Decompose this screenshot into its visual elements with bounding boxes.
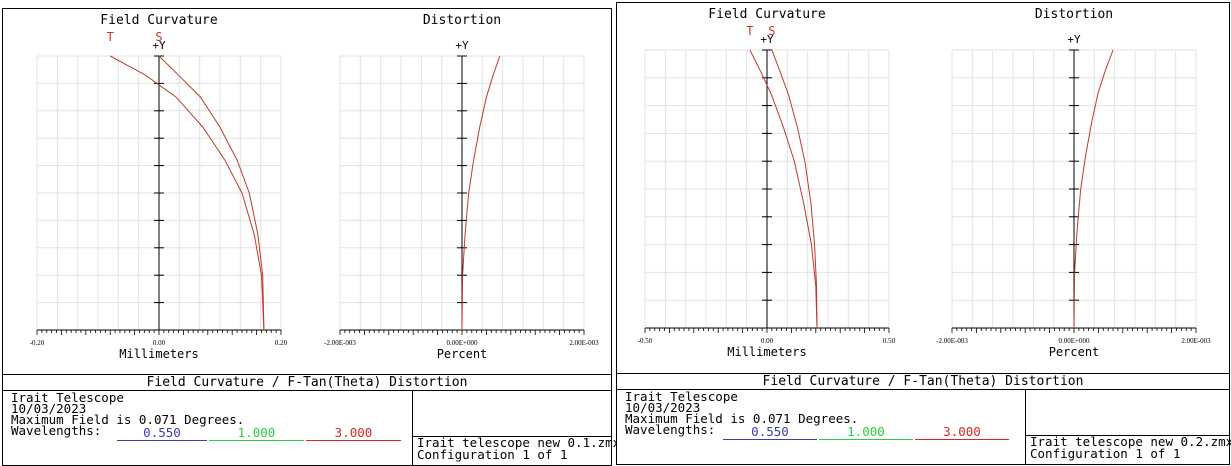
wavelength-2: 1.000 [237, 425, 276, 440]
curve-label-S: S [768, 24, 775, 38]
curve-label-T: T [107, 30, 114, 44]
x-axis-label: Millimeters [727, 345, 806, 359]
wavelength-1: 0.550 [143, 425, 181, 440]
y-axis-label: +Y [455, 39, 469, 52]
plots-right: -0.50 0.00 0.50 Millimeters Field Curvature +… [638, 7, 1211, 359]
plot-title: Field Curvature [100, 13, 218, 28]
info-line-field: Maximum Field is 0.071 Degrees. [11, 412, 245, 427]
info-line-name: Irait Telescope [625, 389, 738, 404]
x-tick-label: -0.20 [30, 339, 45, 347]
x-tick-label: 2.00E-003 [1181, 337, 1211, 345]
wavelength-2-line [819, 439, 913, 440]
report-panel-left: -0.20 0.00 0.20 Millimeters Field Curvature +… [2, 8, 620, 466]
config-text: Configuration 1 of 1 [1030, 446, 1181, 461]
file-box: Irait telescope new 0.2.zmx Configuratio… [1026, 434, 1231, 464]
info-line-field: Maximum Field is 0.071 Degrees. [625, 411, 859, 426]
x-tick-label: 0.00E+000 [1059, 337, 1090, 345]
wavelength-1-line [723, 439, 817, 440]
x-axis-label: Percent [437, 347, 488, 361]
curve-label-T: T [746, 24, 753, 38]
wavelength-3: 3.000 [334, 425, 373, 440]
x-tick-label: -2.00E-003 [936, 337, 968, 345]
wavelength-2-line [209, 440, 304, 441]
file-name: Irait telescope new 0.1.zmx [417, 435, 621, 450]
chart-right-field-curvature: -0.50 0.00 0.50 Millimeters Field Curvature +… [638, 7, 896, 359]
series-line-0 [461, 55, 501, 331]
info-line-name: Irait Telescope [11, 390, 124, 405]
series-line-S [771, 49, 818, 329]
info-text: Irait Telescope 10/03/2023 Maximum Field… [625, 389, 859, 437]
y-axis-label: +Y [152, 39, 166, 52]
info-title: Field Curvature / F-Tan(Theta) Distortio… [617, 374, 1229, 390]
y-axis-label: +Y [760, 33, 774, 46]
x-tick-label: 0.20 [275, 339, 288, 347]
report-panel-right: -0.50 0.00 0.50 Millimeters Field Curvature +… [616, 2, 1231, 465]
series-line-0 [1073, 49, 1114, 329]
wavelength-3-line [915, 439, 1009, 440]
info-file-block: Irait telescope new 0.2.zmx Configuratio… [1025, 390, 1231, 464]
x-tick-label: 0.00 [153, 339, 166, 347]
x-tick-label: 2.00E-003 [569, 339, 599, 347]
chart-left-distortion: -2.00E-003 0.00E+000 2.00E-003 Percent Disto… [324, 13, 599, 361]
x-tick-label: -2.00E-003 [324, 339, 356, 347]
x-tick-label: -0.50 [638, 337, 653, 345]
x-axis-label: Millimeters [119, 347, 198, 361]
series-line-T [109, 55, 265, 331]
wavelength-3: 3.000 [943, 424, 981, 439]
plot-title: Distortion [1035, 7, 1113, 22]
file-name: Irait telescope new 0.2.zmx [1030, 434, 1231, 449]
wavelength-1-line [117, 440, 207, 441]
wavelength-3-line [306, 440, 401, 441]
x-tick-label: 0.00 [761, 337, 774, 345]
plot-title: Distortion [423, 13, 501, 28]
info-block-right: Field Curvature / F-Tan(Theta) Distortio… [617, 373, 1231, 464]
chart-left-field-curvature: -0.20 0.00 0.20 Millimeters Field Curvature +… [30, 13, 288, 361]
info-block-left: Field Curvature / F-Tan(Theta) Distortio… [3, 374, 620, 465]
config-text: Configuration 1 of 1 [417, 447, 568, 462]
info-line-date: 10/03/2023 [625, 400, 701, 415]
wavelengths-label: Wavelengths: [625, 422, 716, 437]
wavelength-2: 1.000 [847, 424, 885, 439]
chart-right-distortion: -2.00E-003 0.00E+000 2.00E-003 Percent Disto… [936, 7, 1211, 359]
info-file-block: Irait telescope new 0.1.zmx Configuratio… [412, 391, 620, 465]
y-axis-label: +Y [1067, 33, 1081, 46]
x-tick-label: 0.50 [883, 337, 896, 345]
plot-title: Field Curvature [708, 7, 826, 22]
x-axis-label: Percent [1049, 345, 1100, 359]
info-text: Irait Telescope 10/03/2023 Maximum Field… [11, 390, 245, 438]
series-line-S [158, 55, 265, 331]
x-tick-label: 0.00E+000 [447, 339, 478, 347]
curve-label-S: S [155, 30, 162, 44]
wavelength-1: 0.550 [751, 424, 789, 439]
file-box: Irait telescope new 0.1.zmx Configuratio… [413, 436, 620, 465]
info-title: Field Curvature / F-Tan(Theta) Distortio… [3, 375, 611, 391]
wavelengths-label: Wavelengths: [11, 423, 102, 438]
series-line-T [749, 49, 818, 329]
plots-left: -0.20 0.00 0.20 Millimeters Field Curvature +… [30, 13, 599, 361]
info-line-date: 10/03/2023 [11, 401, 87, 416]
